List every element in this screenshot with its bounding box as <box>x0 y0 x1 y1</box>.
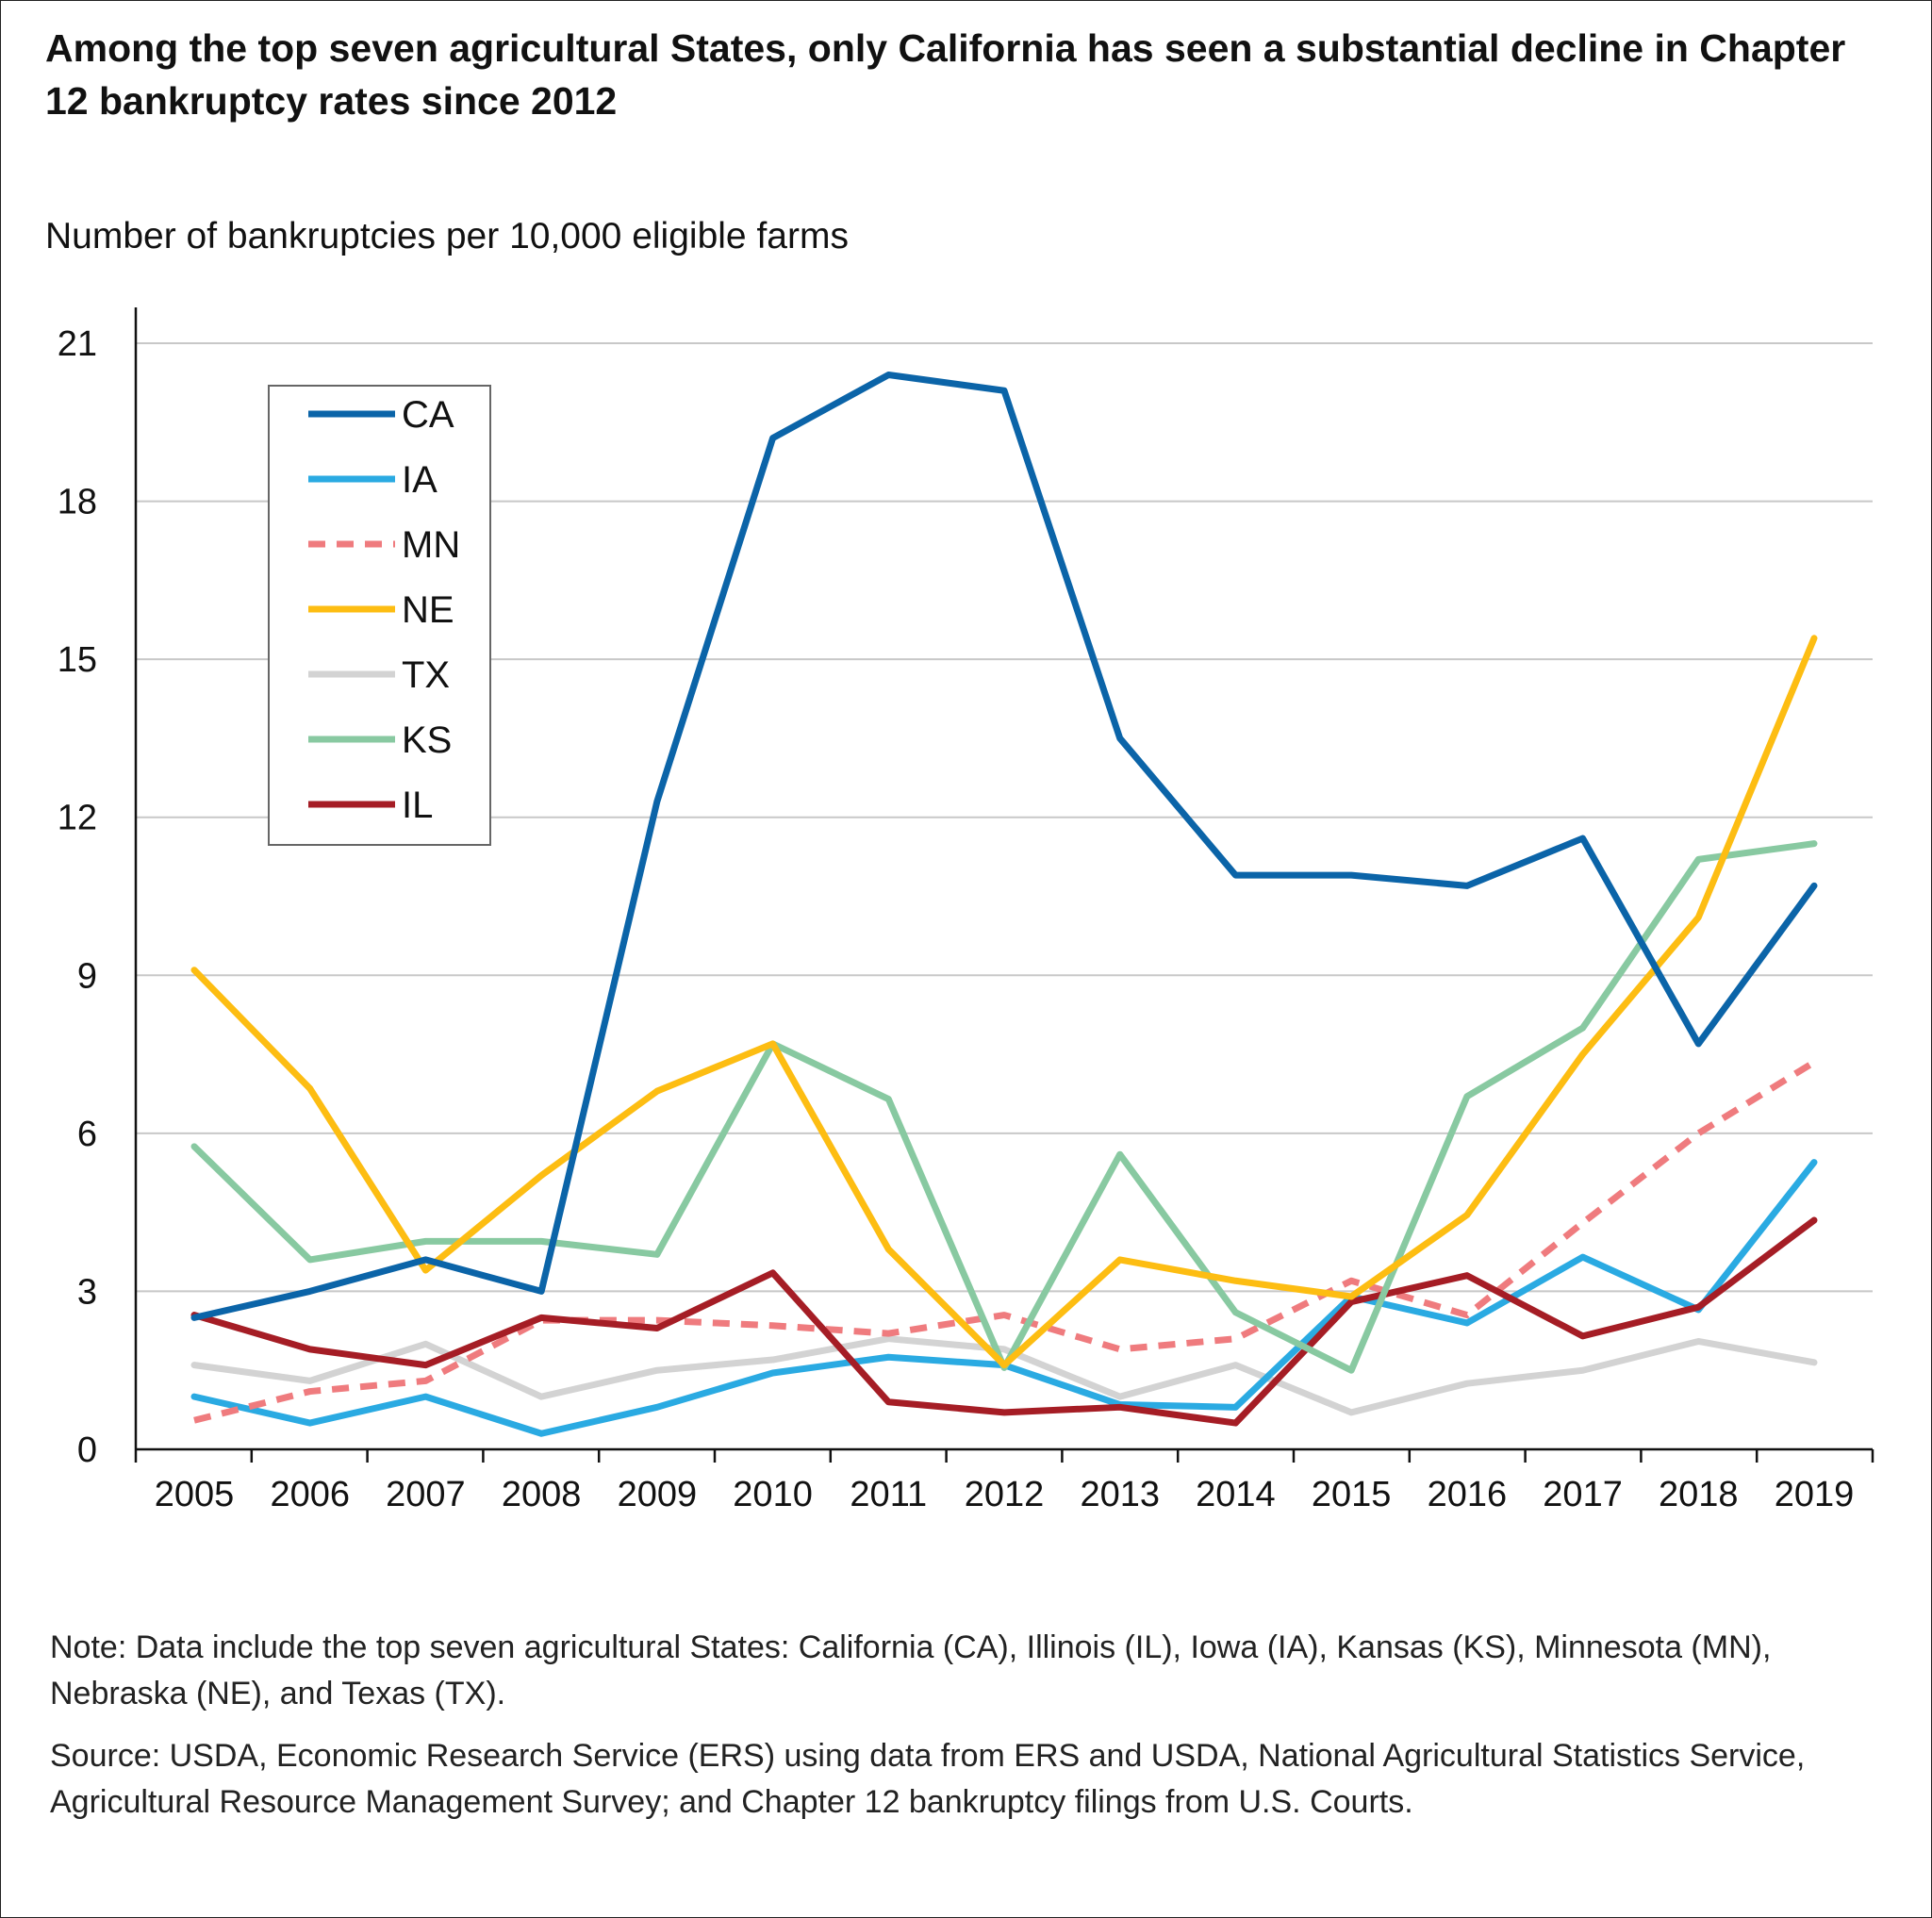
series-line-ia <box>190 1159 1818 1437</box>
x-tick-label: 2009 <box>618 1475 698 1514</box>
x-tick-label: 2005 <box>155 1475 235 1514</box>
y-axis-label: Number of bankruptcies per 10,000 eligib… <box>45 216 849 256</box>
legend-label: IL <box>402 785 433 826</box>
x-tick-label: 2011 <box>850 1475 927 1514</box>
y-tick-label: 21 <box>58 324 97 364</box>
series-line-ca <box>190 372 1818 1321</box>
x-tick-label: 2012 <box>965 1475 1045 1514</box>
chart-title: Among the top seven agricultural States,… <box>45 26 1846 123</box>
legend-label: TX <box>402 654 450 696</box>
x-tick-label: 2010 <box>733 1475 813 1514</box>
legend-label: CA <box>402 394 454 436</box>
y-tick-label: 18 <box>58 483 97 522</box>
x-tick-label: 2018 <box>1659 1475 1739 1514</box>
legend-label: KS <box>402 719 452 761</box>
legend-label: MN <box>402 524 460 566</box>
x-tick-label: 2014 <box>1196 1475 1276 1514</box>
legend-label: NE <box>402 589 454 631</box>
series-line-ne <box>190 635 1818 1369</box>
y-tick-label: 12 <box>58 799 97 838</box>
y-tick-label: 9 <box>77 956 97 996</box>
x-tick-label: 2006 <box>270 1475 350 1514</box>
x-tick-label: 2013 <box>1080 1475 1160 1514</box>
chart-source: Source: USDA, Economic Research Service … <box>50 1738 1806 1820</box>
x-tick-label: 2008 <box>502 1475 582 1514</box>
chart-note: Note: Data include the top seven agricul… <box>50 1629 1772 1711</box>
x-tick-label: 2019 <box>1775 1475 1855 1514</box>
legend-box <box>268 385 491 846</box>
y-tick-label: 3 <box>77 1272 97 1312</box>
series-line-tx <box>190 1335 1818 1416</box>
y-tick-label: 0 <box>77 1430 97 1470</box>
x-tick-label: 2016 <box>1428 1475 1508 1514</box>
series-line-il <box>190 1216 1818 1427</box>
x-tick-label: 2017 <box>1543 1475 1623 1514</box>
series-line-mn <box>193 1059 1816 1424</box>
x-tick-label: 2015 <box>1312 1475 1392 1514</box>
legend-label: IA <box>402 459 438 501</box>
y-tick-label: 15 <box>58 640 97 680</box>
x-tick-label: 2007 <box>386 1475 466 1514</box>
y-tick-label: 6 <box>77 1115 97 1154</box>
